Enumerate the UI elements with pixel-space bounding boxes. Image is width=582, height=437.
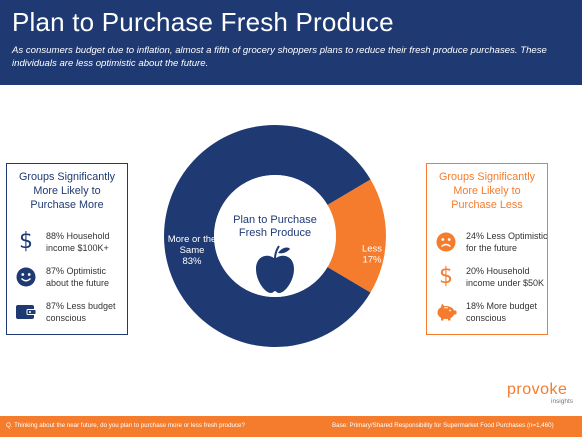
right-item-income: $ 20% Household income under $50K	[435, 265, 547, 295]
left-item-2-line-2: about the future	[46, 278, 110, 288]
right-item-2-line-1: 20% Household	[466, 266, 530, 276]
right-item-3-line-1: 18% More budget	[466, 301, 538, 311]
left-item-budget: 87% Less budget conscious	[15, 300, 127, 330]
provoke-logo: provoke insights	[507, 381, 577, 409]
dollar-icon: $	[439, 264, 453, 289]
slice-less	[327, 179, 386, 293]
wallet-icon	[15, 300, 37, 324]
slice-value-label-0-2: 83%	[182, 256, 202, 267]
dollar-icon: $	[19, 229, 33, 254]
header-banner: Plan to Purchase Fresh Produce As consum…	[0, 0, 582, 85]
left-item-income: $ 88% Household income $100K+	[15, 230, 127, 260]
apple-icon	[256, 245, 294, 293]
left-title-line-1: Groups Significantly	[18, 171, 116, 183]
logo-subword: insights	[551, 398, 574, 405]
left-item-optimistic: 87% Optimistic about the future	[15, 265, 127, 295]
right-item-3-line-2: conscious	[466, 313, 507, 323]
footer-question: Q. Thinking about the near future, do yo…	[6, 422, 245, 429]
center-label-line-2: Fresh Produce	[239, 227, 311, 239]
slice-more-or-same	[163, 125, 371, 347]
page-title: Plan to Purchase Fresh Produce	[12, 7, 394, 37]
slice-label-0-1: Same	[180, 245, 205, 256]
left-item-1-line-2: income $100K+	[46, 243, 109, 253]
footer-base: Base: Primary/Shared Responsibility for …	[332, 422, 554, 429]
right-item-2-line-2: income under $50K	[466, 278, 545, 288]
left-item-3-line-2: conscious	[46, 313, 87, 323]
right-panel-less: Groups Significantly More Likely to Purc…	[426, 163, 548, 335]
slice-value-label-1-1: 17%	[362, 255, 382, 266]
center-label-line-1: Plan to Purchase	[233, 214, 317, 226]
left-panel-title: Groups Significantly More Likely to Purc…	[7, 170, 127, 212]
left-item-2-line-1: 87% Optimistic	[46, 266, 107, 276]
footer-bar: Q. Thinking about the near future, do yo…	[0, 416, 582, 437]
right-item-1-line-1: 24% Less Optimistic	[466, 231, 548, 241]
slice-label-1-0: Less	[362, 244, 382, 255]
logo-word: provoke	[507, 381, 568, 398]
left-title-line-3: Purchase More	[30, 199, 104, 211]
page-subtitle: As consumers budget due to inflation, al…	[12, 45, 547, 69]
right-item-1-line-2: for the future	[466, 243, 518, 253]
left-item-1-line-1: 88% Household	[46, 231, 110, 241]
right-title-line-3: Purchase Less	[451, 199, 523, 211]
sad-face-icon	[435, 230, 457, 254]
left-panel-more: Groups Significantly More Likely to Purc…	[6, 163, 128, 335]
left-item-3-line-1: 87% Less budget	[46, 301, 116, 311]
right-title-line-1: Groups Significantly	[438, 171, 536, 183]
right-item-optimistic: 24% Less Optimistic for the future	[435, 230, 548, 260]
left-title-line-2: More Likely to	[33, 185, 101, 197]
smile-icon	[15, 265, 37, 289]
donut-hole	[214, 175, 336, 297]
slice-label-0-0: More or the	[168, 234, 217, 245]
right-panel-title: Groups Significantly More Likely to Purc…	[427, 170, 547, 212]
piggy-bank-icon	[435, 300, 457, 324]
right-title-line-2: More Likely to	[453, 185, 521, 197]
donut-chart: Plan to Purchase Fresh Produce More or t…	[150, 125, 400, 347]
right-item-budget: 18% More budget conscious	[435, 300, 547, 330]
donut-chart-svg: Plan to Purchase Fresh Produce More or t…	[163, 125, 386, 347]
